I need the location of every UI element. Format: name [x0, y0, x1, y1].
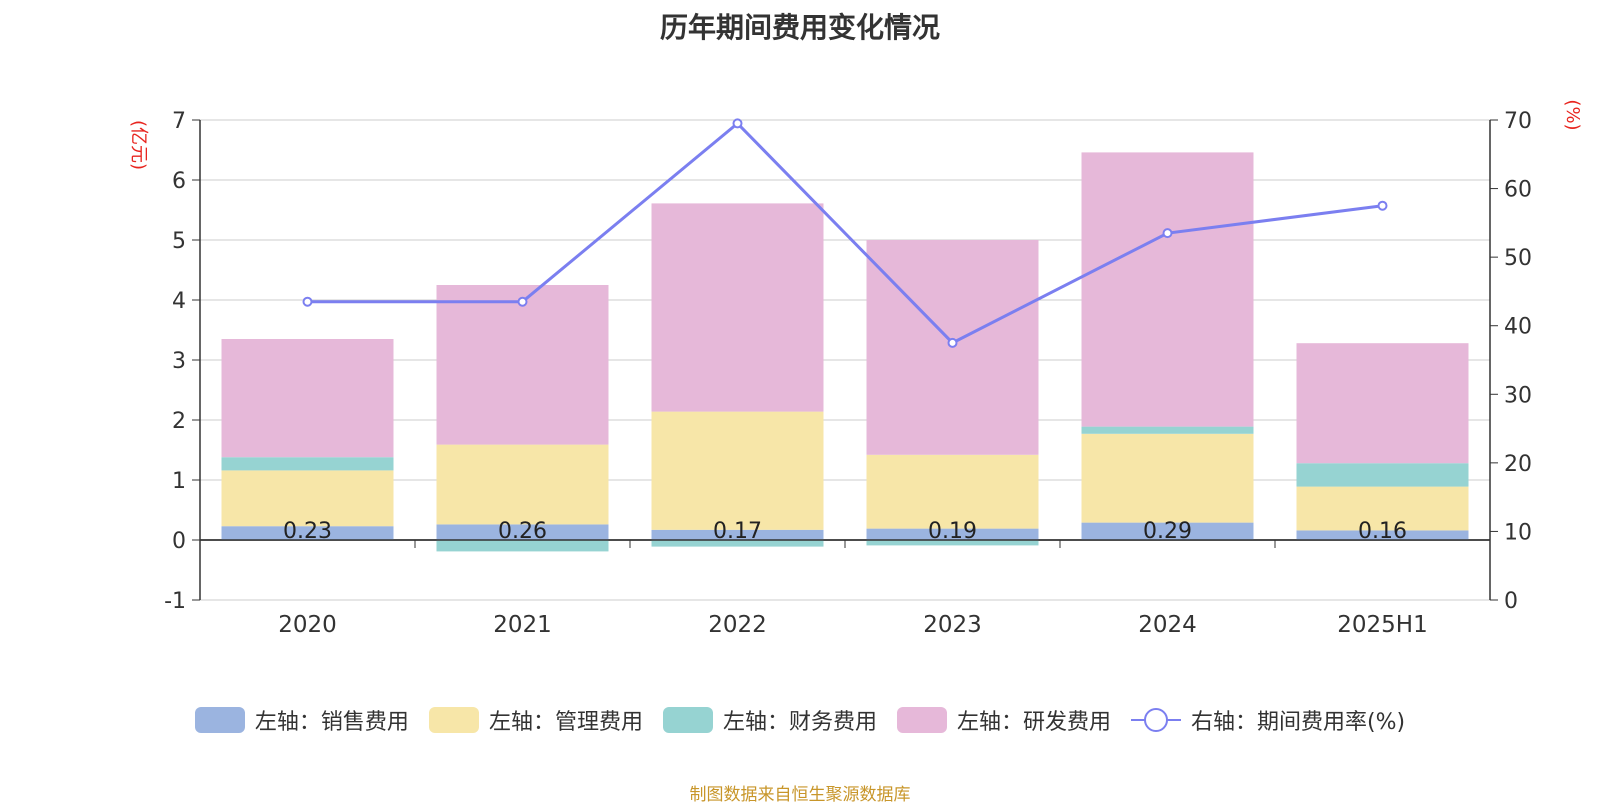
rate-point	[1377, 200, 1388, 211]
bar-segment	[1081, 522, 1254, 540]
rate-point	[732, 118, 743, 129]
bar-segment	[221, 470, 394, 527]
bar-segment	[1296, 530, 1469, 540]
left-tick-label: 5	[172, 229, 186, 254]
legend-swatch-rnd	[896, 707, 947, 733]
bar-segment	[1296, 343, 1469, 464]
right-tick-label: 60	[1504, 178, 1532, 203]
right-tick-label: 30	[1504, 383, 1532, 408]
bar-segment	[1081, 426, 1254, 434]
legend-label-sales: 左轴：销售费用	[254, 710, 409, 735]
right-axis-unit: (%)	[1562, 99, 1583, 130]
bar-segment	[651, 529, 824, 540]
legend-item-sales[interactable]: 左轴：销售费用	[194, 704, 409, 736]
category-label: 2021	[493, 612, 552, 638]
legend-item-rnd[interactable]: 左轴：研发费用	[896, 704, 1111, 736]
left-tick-label: 7	[172, 109, 186, 134]
left-tick-label: 0	[172, 529, 186, 554]
bar-segment	[1081, 152, 1254, 427]
legend-swatch-finance	[662, 707, 713, 733]
bar-segment	[1296, 486, 1469, 531]
legend-label-rate: 右轴：期间费用率(%)	[1190, 710, 1406, 735]
bar-segment	[436, 524, 609, 540]
chart-title: 历年期间费用变化情况	[659, 11, 940, 44]
bar-segment	[1296, 463, 1469, 487]
bar-segment	[221, 339, 394, 458]
rate-line	[307, 121, 1383, 345]
bar-segment	[1081, 433, 1254, 523]
right-tick-label: 0	[1504, 589, 1518, 614]
left-tick-label: 4	[172, 289, 186, 314]
rate-point	[517, 296, 528, 307]
legend-label-finance: 左轴：财务费用	[722, 710, 877, 735]
left-axis-unit: (亿元)	[128, 120, 149, 170]
rate-point	[1162, 228, 1173, 239]
bar-segment	[866, 454, 1039, 529]
bar-segment	[436, 285, 609, 445]
category-label: 2024	[1138, 612, 1197, 638]
legend-item-finance[interactable]: 左轴：财务费用	[662, 704, 877, 736]
left-tick-label: 3	[172, 349, 186, 374]
legend-label-admin: 左轴：管理费用	[488, 710, 643, 735]
legend-swatch-sales	[194, 707, 245, 733]
category-label: 2023	[923, 612, 982, 638]
chart-legend: 左轴：销售费用 左轴：管理费用 左轴：财务费用 左轴：研发费用 右轴：期间费用率…	[0, 700, 1600, 740]
legend-item-rate[interactable]: 右轴：期间费用率(%)	[1130, 704, 1406, 736]
rate-point	[302, 296, 313, 307]
category-label: 2020	[278, 612, 337, 638]
left-tick-label: 6	[172, 169, 186, 194]
bar-segment	[651, 540, 824, 547]
category-label: 2022	[708, 612, 767, 638]
bar-segment	[221, 457, 394, 471]
category-label: 2025H1	[1337, 612, 1427, 638]
bar-segment	[651, 411, 824, 530]
right-tick-label: 50	[1504, 246, 1532, 271]
bar-segment	[866, 540, 1039, 546]
left-tick-label: 2	[172, 409, 186, 434]
left-tick-label: -1	[164, 589, 186, 614]
left-tick-label: 1	[172, 469, 186, 494]
source-note: 制图数据来自恒生聚源数据库	[689, 785, 911, 805]
right-tick-label: 70	[1504, 109, 1532, 134]
legend-label-rnd: 左轴：研发费用	[956, 710, 1111, 735]
right-tick-label: 40	[1504, 315, 1532, 340]
legend-item-admin[interactable]: 左轴：管理费用	[428, 704, 643, 736]
bar-segment	[866, 528, 1039, 540]
legend-swatch-admin	[428, 707, 479, 733]
legend-line-icon	[1130, 707, 1181, 733]
bar-segment	[436, 444, 609, 525]
bar-segment	[651, 203, 824, 412]
right-tick-label: 20	[1504, 452, 1532, 477]
bar-segment	[221, 526, 394, 540]
bar-segment	[436, 540, 609, 552]
rate-point	[947, 337, 958, 348]
right-tick-label: 10	[1504, 520, 1532, 545]
